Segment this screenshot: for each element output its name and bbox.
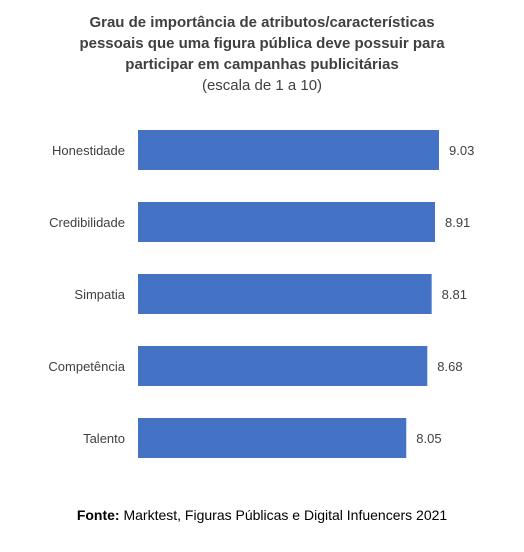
bar-simpatia: [138, 274, 432, 314]
value-label-competência: 8.68: [437, 359, 462, 374]
bar-chart: Honestidade 9.03 Credibilidade 8.91 Simpatia…: [48, 130, 474, 458]
bar-competência: [138, 346, 428, 386]
value-label-honestidade: 9.03: [449, 143, 474, 158]
value-label-credibilidade: 8.91: [445, 215, 470, 230]
category-label-credibilidade: Credibilidade: [49, 215, 125, 230]
category-label-honestidade: Honestidade: [52, 143, 125, 158]
category-label-talento: Talento: [83, 431, 125, 446]
source-note: Fonte: Marktest, Figuras Públicas e Digi…: [0, 507, 524, 523]
bar-credibilidade: [138, 202, 435, 242]
source-prefix: Fonte:: [76, 507, 120, 523]
category-label-simpatia: Simpatia: [74, 287, 125, 302]
bar-talento: [138, 418, 407, 458]
chart-subtitle: (escala de 1 a 10): [201, 77, 323, 94]
value-label-simpatia: 8.81: [442, 287, 467, 302]
chart-title-line-1: Grau de importância de atributos/caracte…: [89, 14, 435, 31]
chart-title-line-3: participar em campanhas publicitárias: [125, 56, 399, 73]
category-label-competência: Competência: [48, 359, 125, 374]
bar-honestidade: [138, 130, 439, 170]
chart-title-line-2: pessoais que uma figura pública deve pos…: [79, 35, 445, 52]
value-label-talento: 8.05: [416, 431, 441, 446]
source-text: Marktest, Figuras Públicas e Digital Inf…: [119, 507, 448, 523]
chart-title: Grau de importância de atributos/caracte…: [0, 12, 524, 96]
